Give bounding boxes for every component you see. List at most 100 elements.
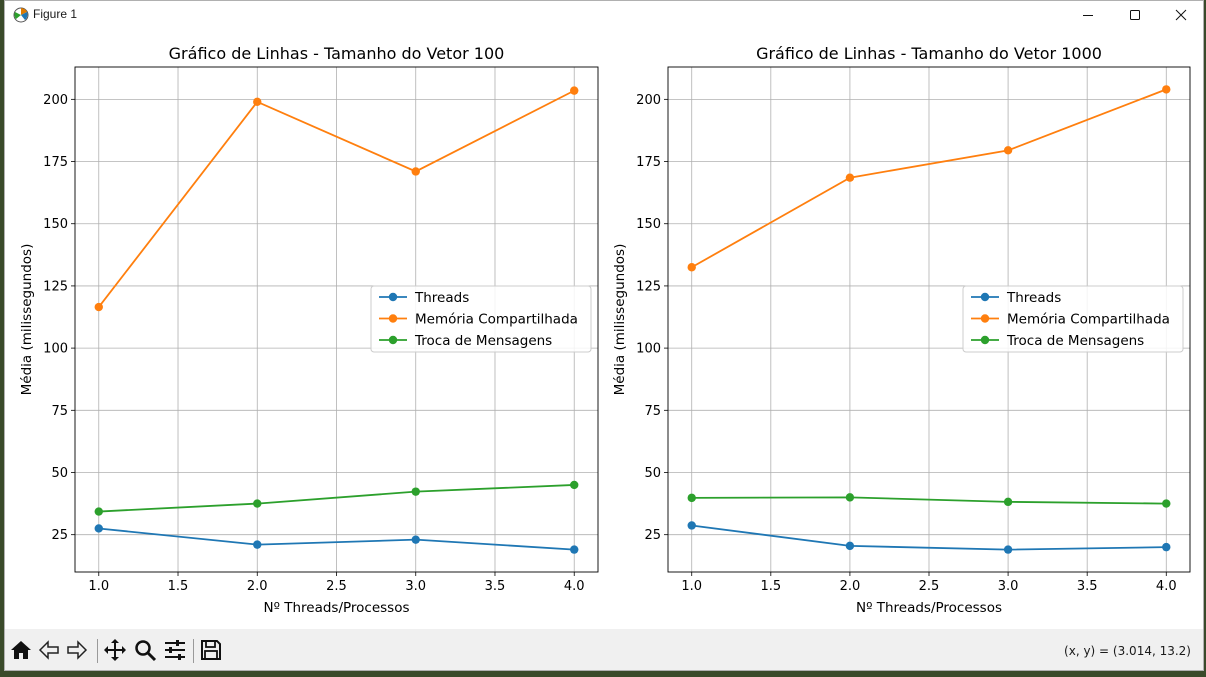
chart2-legend-label: Memória Compartilhada — [1007, 312, 1170, 328]
chart2-series-line-3 — [691, 496, 1167, 505]
minimize-button[interactable] — [1065, 1, 1111, 29]
chart1-x-tick-label: 1.5 — [168, 579, 189, 594]
pan-icon — [104, 639, 126, 661]
zoom-icon — [135, 640, 157, 662]
chart2-data-point — [1003, 146, 1013, 155]
chart2-title: Gráfico de Linhas - Tamanho do Vetor 100… — [756, 44, 1102, 63]
chart1-y-tick-label: 150 — [43, 217, 68, 232]
chart2-data-point — [845, 173, 855, 182]
chart2-legend-marker — [980, 314, 990, 323]
chart1-data-point — [570, 545, 579, 554]
chart2-y-tick-label: 175 — [636, 155, 661, 170]
chart1-data-point — [411, 487, 420, 496]
close-button[interactable] — [1158, 1, 1203, 29]
chart2-axes-frame — [667, 66, 1191, 573]
chart1-data-point — [411, 167, 420, 176]
chart2-x-tick-label: 2.0 — [840, 579, 861, 594]
chart2-data-point — [1003, 497, 1013, 507]
chart1-y-tick-label: 25 — [51, 528, 68, 543]
toolbar-separator — [97, 639, 98, 663]
chart1-legend-label: Threads — [414, 290, 469, 306]
title-bar[interactable]: Figure 1 — [5, 1, 1203, 29]
chart2-data-point — [1162, 542, 1171, 552]
cursor-coordinates: (x, y) = (3.014, 13.2) — [1064, 644, 1191, 658]
chart1-legend-marker — [388, 314, 398, 323]
chart2-y-tick-label: 25 — [644, 528, 661, 543]
configure-subplots-icon — [165, 640, 185, 660]
save-icon — [201, 640, 221, 660]
chart1-legend-box — [370, 285, 592, 353]
chart1-x-tick-label: 1.0 — [88, 579, 109, 594]
figure-window: Figure 1 1.0 1.5 2.0 2.5 3.0 3.5 4.0 25 50 75 100 1… — [4, 0, 1204, 671]
chart2-y-tick-label: 125 — [636, 279, 661, 294]
chart1-x-tick-label: 4.0 — [564, 579, 585, 594]
forward-button[interactable] — [63, 636, 91, 664]
chart2-x-tick-label: 4.0 — [1156, 579, 1177, 594]
chart2-y-tick-label: 100 — [636, 342, 661, 357]
chart2-y-tick-label: 75 — [644, 404, 661, 419]
chart2-x-tick-label: 3.5 — [1077, 579, 1098, 594]
chart1-y-tick-label: 100 — [43, 342, 68, 357]
chart1-data-point — [94, 524, 103, 533]
chart1-data-point — [570, 86, 579, 95]
chart1-y-tick-label: 200 — [43, 93, 68, 108]
chart2-series-line-1 — [691, 524, 1167, 551]
pan-button[interactable] — [101, 636, 129, 664]
chart1-y-tick-label: 125 — [43, 279, 68, 294]
zoom-button[interactable] — [131, 636, 159, 664]
back-icon — [38, 640, 59, 660]
matplotlib-app-icon — [13, 7, 29, 23]
chart2-data-point — [687, 263, 696, 272]
figure-canvas[interactable]: 1.0 1.5 2.0 2.5 3.0 3.5 4.0 25 50 75 100 125 150 175 2… — [5, 29, 1203, 629]
chart2-data-point — [1003, 545, 1013, 554]
chart2-y-tick-label: 50 — [644, 466, 661, 481]
window-title: Figure 1 — [33, 7, 78, 21]
chart1-title: Gráfico de Linhas - Tamanho do Vetor 100 — [169, 44, 505, 63]
chart1-axes-frame — [74, 66, 599, 573]
chart2-data-point — [845, 541, 855, 551]
chart1-data-point — [253, 499, 262, 508]
chart1-data-point — [94, 507, 103, 516]
back-button[interactable] — [35, 636, 63, 664]
chart1-y-tick-label: 75 — [51, 404, 68, 419]
chart1-x-tick-label: 3.5 — [485, 579, 506, 594]
chart2-legend-label: Troca de Mensagens — [1006, 333, 1144, 349]
chart1-y-tick-label: 50 — [51, 466, 68, 481]
chart1-y-axis-label: Média (milissegundos) — [19, 244, 35, 396]
navigation-toolbar: (x, y) = (3.014, 13.2) — [5, 629, 1203, 670]
chart1-data-point — [94, 302, 103, 312]
chart2-x-tick-label: 1.0 — [681, 579, 702, 594]
chart2-legend-marker — [980, 335, 990, 345]
chart2-legend-marker — [980, 292, 990, 302]
chart2-y-axis-label: Média (milissegundos) — [612, 244, 628, 396]
chart1-x-tick-label: 3.0 — [405, 579, 426, 594]
chart1-y-tick-label: 175 — [43, 155, 68, 170]
chart2-y-tick-label: 200 — [636, 93, 661, 108]
chart1-x-axis-label: Nº Threads/Processos — [263, 600, 409, 616]
chart2-data-point — [687, 493, 696, 503]
chart2-x-tick-label: 1.5 — [760, 579, 781, 594]
chart2-data-point — [687, 521, 696, 530]
chart2-x-tick-label: 2.5 — [919, 579, 940, 594]
forward-icon — [67, 640, 88, 660]
configure-subplots-button[interactable] — [161, 636, 189, 664]
toolbar-separator — [193, 639, 194, 663]
chart2-legend-label: Threads — [1006, 290, 1061, 306]
minimize-icon — [1083, 15, 1093, 16]
chart1-data-point — [253, 540, 262, 549]
chart1-legend-label: Memória Compartilhada — [415, 312, 578, 328]
maximize-icon — [1130, 10, 1140, 20]
chart1-legend-marker — [388, 335, 398, 345]
chart1-legend-label: Troca de Mensagens — [414, 333, 552, 349]
chart2-series-line-2 — [691, 88, 1167, 269]
chart2-data-point — [1162, 499, 1171, 508]
home-icon — [11, 641, 31, 659]
chart1-data-point — [253, 97, 262, 107]
home-button[interactable] — [7, 636, 35, 664]
close-icon — [1175, 9, 1187, 21]
maximize-button[interactable] — [1112, 1, 1158, 29]
figure-svg[interactable]: 1.0 1.5 2.0 2.5 3.0 3.5 4.0 25 50 75 100 125 150 175 2… — [5, 29, 1203, 629]
save-button[interactable] — [197, 636, 225, 664]
chart1-x-tick-label: 2.0 — [247, 579, 268, 594]
chart2-data-point — [845, 493, 855, 502]
